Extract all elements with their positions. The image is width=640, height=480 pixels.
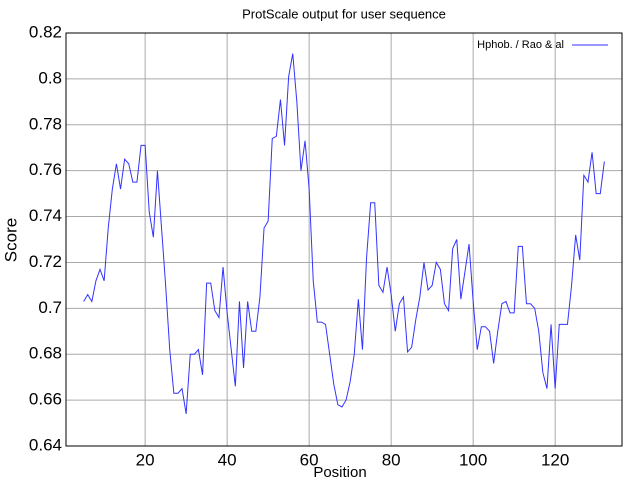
x-tick-label: 60 (300, 450, 319, 469)
y-tick-label: 0.68 (29, 344, 62, 363)
y-tick-label: 0.7 (38, 298, 62, 317)
x-tick-label: 20 (136, 450, 155, 469)
y-axis-label: Score (1, 218, 20, 262)
y-tick-label: 0.76 (29, 160, 62, 179)
x-tick-label: 80 (382, 450, 401, 469)
y-tick-label: 0.8 (38, 68, 62, 87)
x-axis-label: Position (313, 464, 366, 480)
x-tick-label: 40 (218, 450, 237, 469)
y-tick-label: 0.64 (29, 435, 62, 454)
chart-title: ProtScale output for user sequence (242, 6, 446, 21)
y-tick-label: 0.74 (29, 206, 62, 225)
legend-label: Hphob. / Rao & al (477, 39, 564, 51)
y-tick-label: 0.66 (29, 390, 62, 409)
x-tick-label: 120 (541, 450, 569, 469)
y-tick-label: 0.82 (29, 22, 62, 41)
y-tick-label: 0.78 (29, 114, 62, 133)
x-tick-label: 100 (459, 450, 487, 469)
plot-frame (65, 32, 623, 447)
data-line (83, 53, 605, 414)
y-tick-label: 0.72 (29, 252, 62, 271)
